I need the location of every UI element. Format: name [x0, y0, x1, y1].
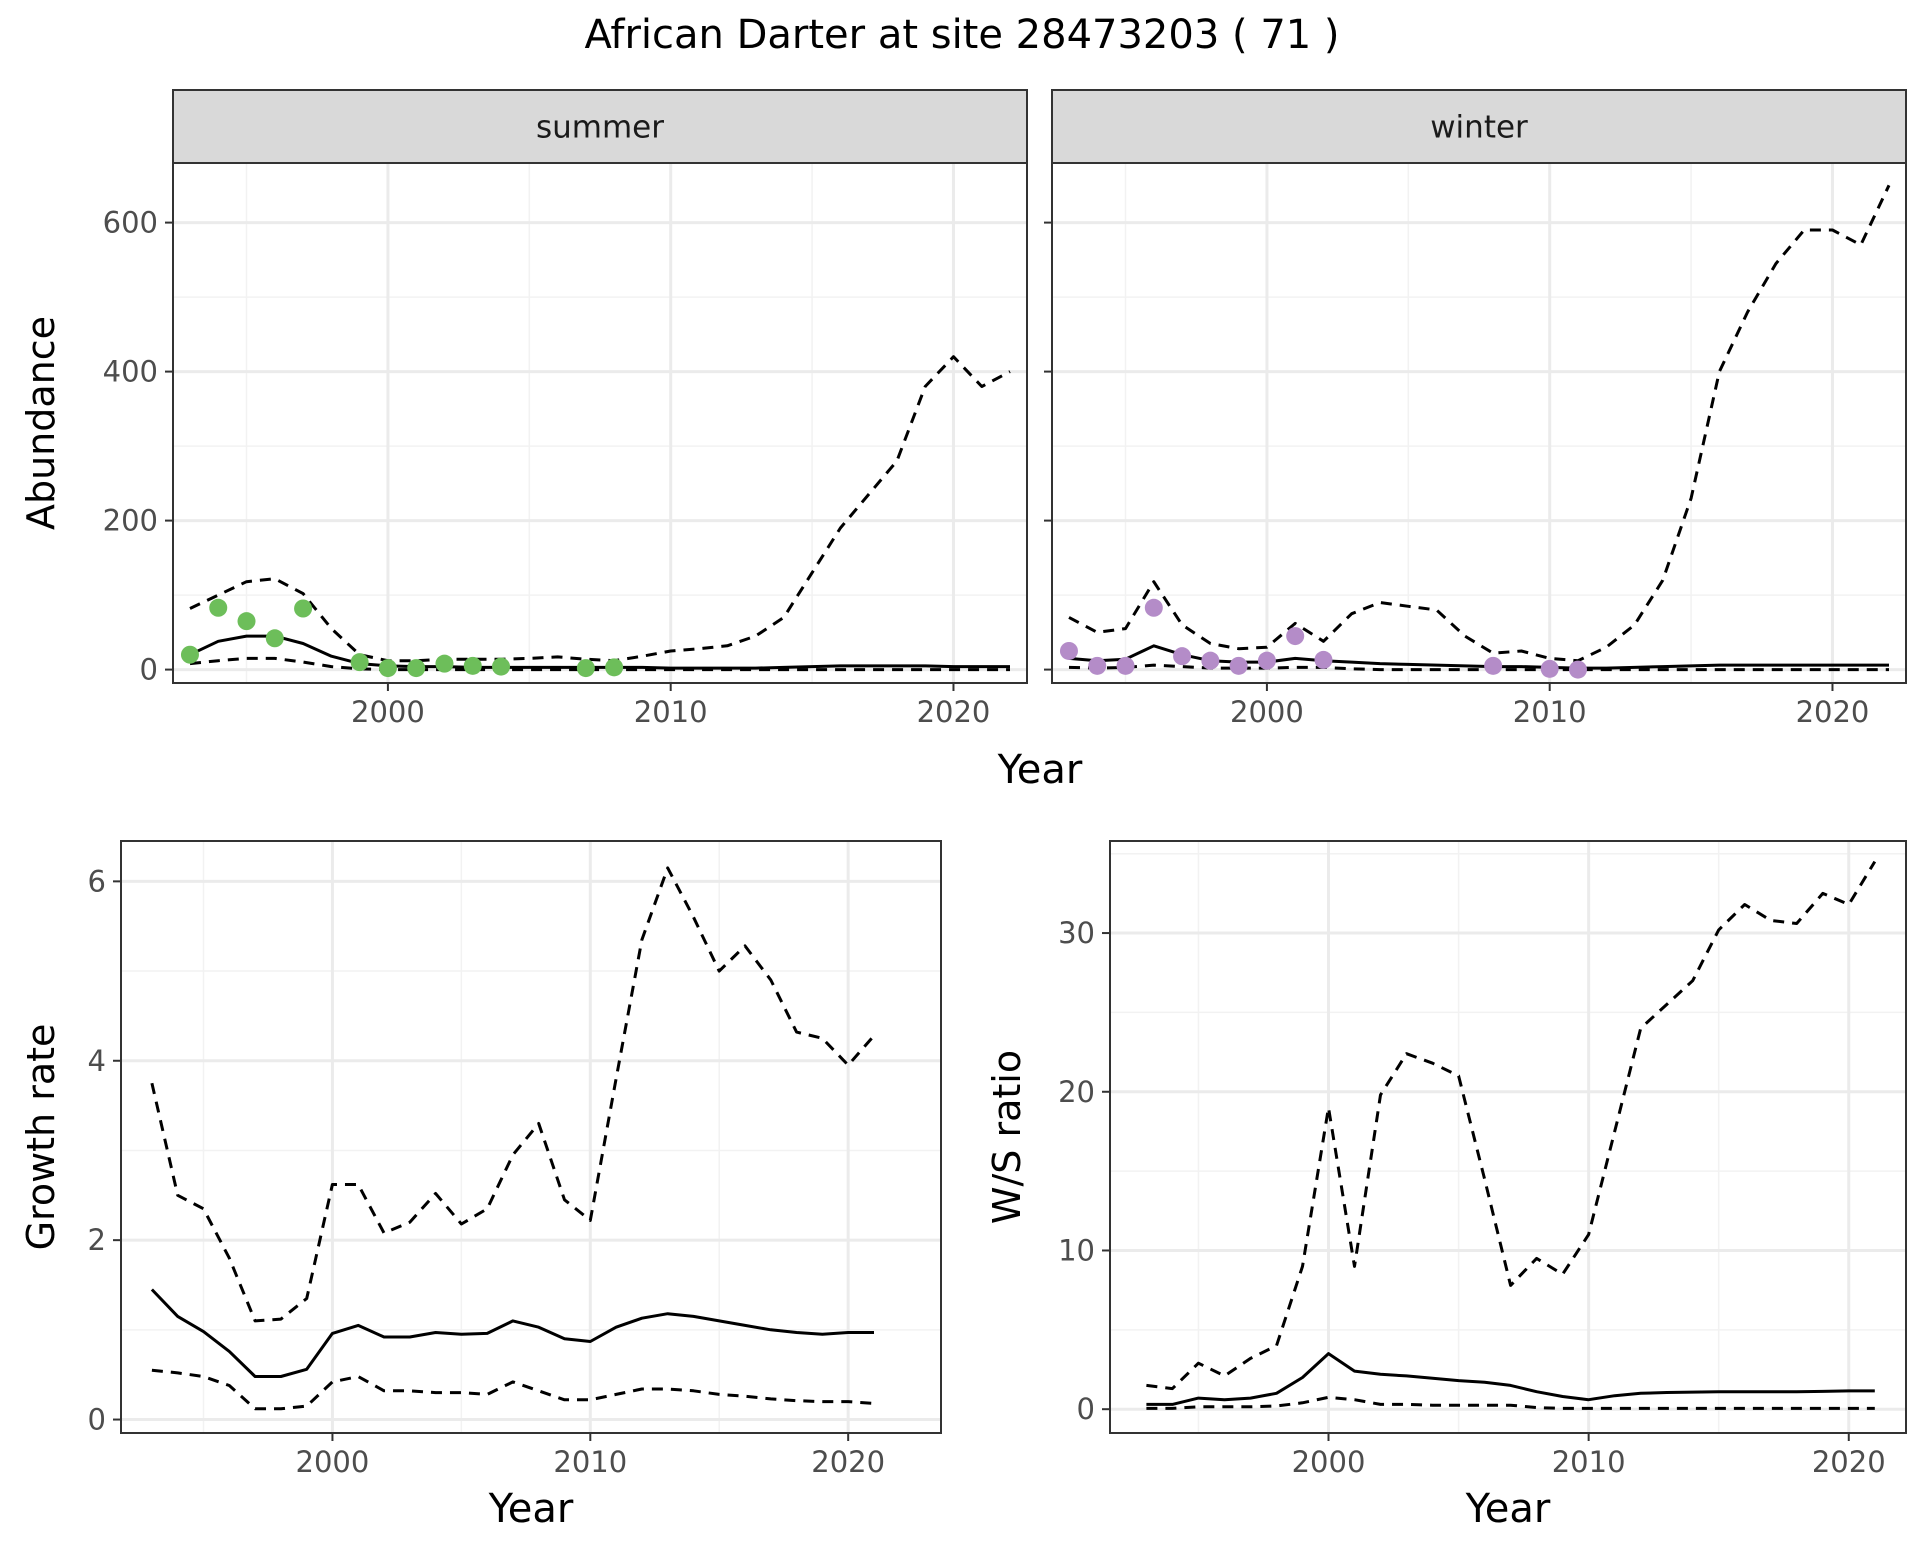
x-tick-label: 2020: [917, 695, 991, 729]
x-tick-label: 2000: [1292, 1445, 1366, 1479]
data-point: [378, 659, 397, 678]
data-point: [1314, 650, 1333, 669]
panel-summer: summer 2000 2010 2020 0 200 400 600 Abundance: [19, 89, 1028, 729]
x-tick-label: 2000: [351, 695, 425, 729]
panel-growth: 2000 2010 2020 0 2 4 6 Growth rate Year: [19, 840, 942, 1532]
data-point: [237, 612, 256, 631]
x-tick-label: 2020: [1796, 695, 1870, 729]
series-line-mean: [189, 634, 1010, 670]
series-line-upper: [1146, 860, 1877, 1391]
x-tick-label: 2020: [811, 1445, 885, 1479]
y-tick-label: 0: [140, 653, 158, 687]
figure-title: African Darter at site 28473203 ( 71 ): [584, 12, 1339, 58]
data-point: [492, 657, 511, 676]
data-point: [1201, 651, 1220, 670]
facet-strip: [1051, 89, 1907, 164]
series-line-lower: [1146, 1395, 1875, 1410]
data-point: [180, 645, 199, 664]
y-axis-label: W/S ratio: [985, 1050, 1029, 1224]
panel-border: [120, 840, 942, 1434]
data-point: [605, 658, 624, 677]
y-tick-label: 10: [1058, 1233, 1095, 1267]
y-tick-label: 20: [1058, 1075, 1095, 1109]
y-tick-label: 400: [103, 355, 158, 389]
x-axis-label: Year: [488, 1486, 574, 1532]
facet-strip-label: summer: [536, 110, 664, 146]
data-point: [1059, 641, 1078, 660]
data-point: [1286, 627, 1305, 646]
panel-winter: winter 2000 2010 2020: [1044, 89, 1907, 729]
facet-strip: [172, 89, 1028, 164]
data-point: [1144, 598, 1163, 617]
y-tick-label: 2: [88, 1223, 106, 1257]
data-point: [1116, 656, 1135, 675]
data-point: [435, 654, 454, 673]
series-line-upper: [189, 355, 1011, 663]
panel-ratio: 2000 2010 2020 0 10 20 30 W/S ratio Year: [985, 840, 1907, 1532]
data-point: [1088, 656, 1107, 675]
x-axis-label: Year: [1465, 1486, 1551, 1532]
y-tick-label: 0: [1077, 1392, 1095, 1426]
data-point: [265, 629, 284, 648]
data-point: [407, 659, 426, 678]
data-point: [1257, 651, 1276, 670]
y-axis-label: Growth rate: [19, 1024, 63, 1251]
plot-background: [121, 841, 941, 1433]
y-tick-label: 600: [103, 206, 158, 240]
data-point: [1540, 659, 1559, 678]
x-tick-label: 2010: [634, 695, 708, 729]
y-axis-label: Abundance: [19, 316, 63, 530]
x-tick-label: 2000: [296, 1445, 370, 1479]
x-tick-label: 2010: [1513, 695, 1587, 729]
y-tick-label: 30: [1058, 916, 1095, 950]
y-tick-label: 4: [88, 1044, 106, 1078]
plot-background: [1110, 841, 1906, 1433]
data-point: [576, 659, 595, 678]
series-line-lower: [189, 656, 1010, 672]
series-line-mean: [1146, 1352, 1875, 1406]
y-tick-label: 200: [103, 504, 158, 538]
y-tick-label: 6: [88, 864, 106, 898]
data-point: [463, 656, 482, 675]
plot-background: [1052, 163, 1906, 683]
data-point: [1568, 660, 1587, 679]
data-point: [1229, 656, 1248, 675]
y-tick-label: 0: [88, 1403, 106, 1437]
data-point: [350, 653, 369, 672]
x-tick-label: 2020: [1812, 1445, 1886, 1479]
data-point: [209, 598, 228, 617]
x-tick-label: 2010: [1552, 1445, 1626, 1479]
panel-border: [1109, 840, 1907, 1434]
x-tick-label: 2000: [1230, 695, 1304, 729]
plot-background: [173, 163, 1027, 683]
data-point: [1173, 647, 1192, 666]
data-point: [1484, 656, 1503, 675]
x-axis-label-shared: Year: [997, 747, 1083, 793]
facet-strip-label: winter: [1430, 110, 1528, 146]
series-line-mean: [150, 1288, 874, 1378]
data-point: [294, 599, 313, 618]
series-line-lower: [151, 1368, 875, 1411]
x-tick-label: 2010: [553, 1445, 627, 1479]
series-line-upper: [1068, 184, 1891, 663]
